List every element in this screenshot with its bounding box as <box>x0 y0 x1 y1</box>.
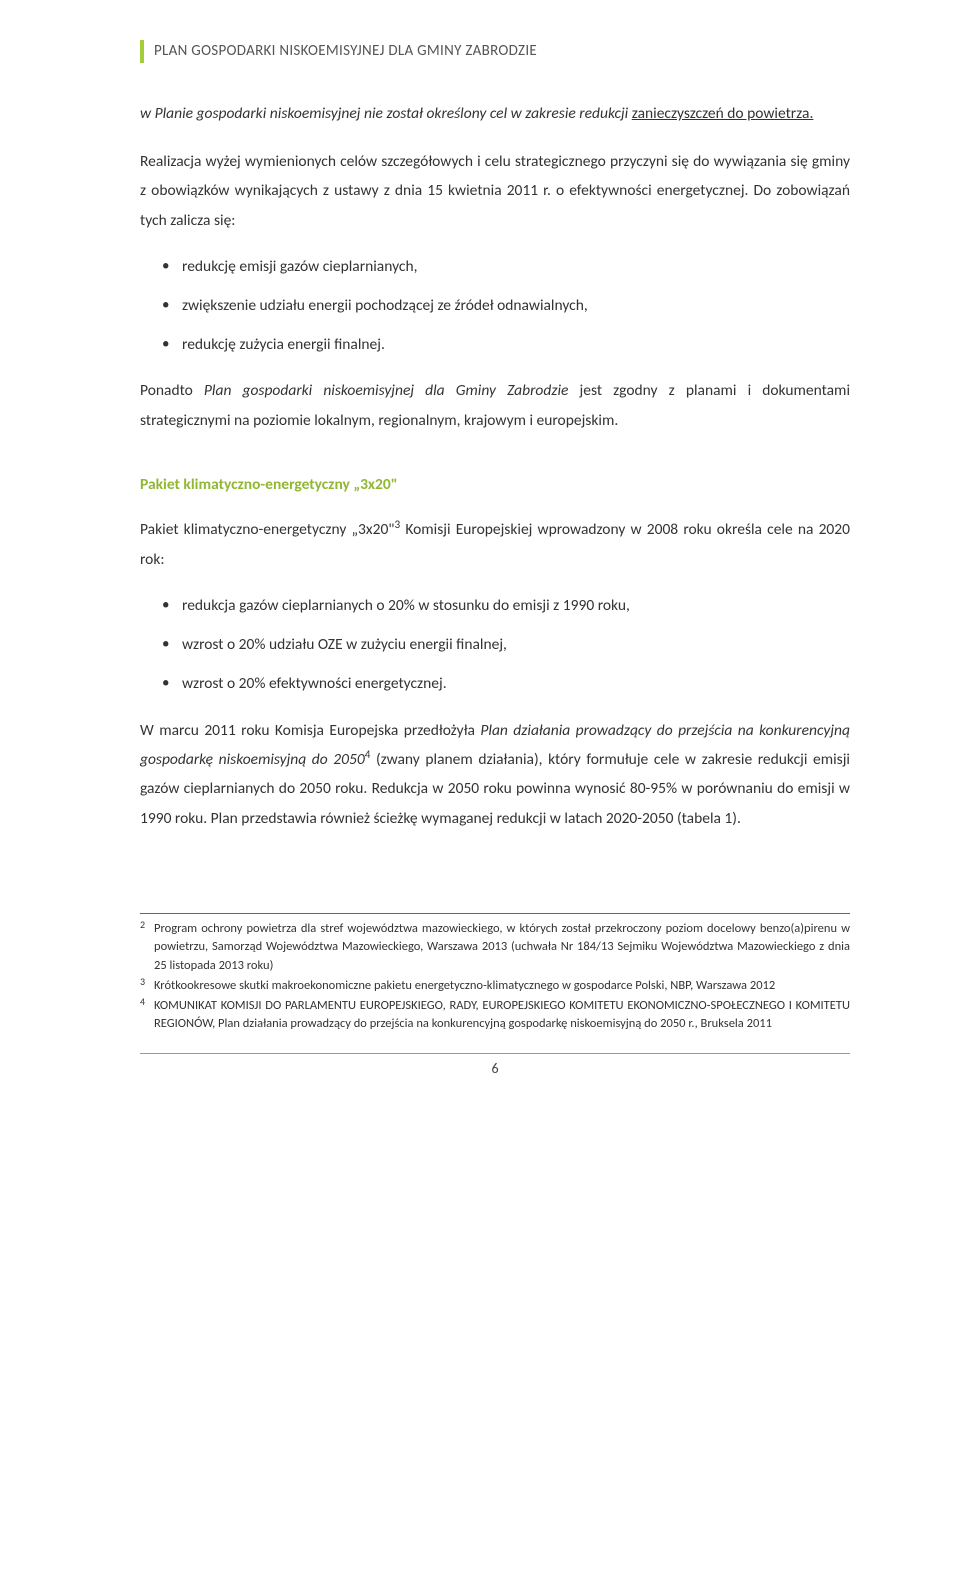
footnote-text: KOMUNIKAT KOMISJI DO PARLAMENTU EUROPEJS… <box>154 998 850 1031</box>
p3-italic: Plan gospodarki niskoemisyjnej dla Gminy… <box>204 381 569 400</box>
footnote-3: 3 Krótkookresowe skutki makroekonomiczne… <box>140 977 850 995</box>
p3-lead: Ponadto <box>140 381 204 400</box>
footnotes-block: 2 Program ochrony powietrza dla stref wo… <box>140 913 850 1033</box>
header-title: PLAN GOSPODARKI NISKOEMISYJNEJ DLA GMINY… <box>154 42 537 60</box>
list-item: redukcję zużycia energii finalnej. <box>140 331 850 358</box>
footnote-4: 4 KOMUNIKAT KOMISJI DO PARLAMENTU EUROPE… <box>140 997 850 1033</box>
p4-lead: Pakiet klimatyczno-energetyczny „3x20" <box>140 520 395 539</box>
paragraph-3: Ponadto Plan gospodarki niskoemisyjnej d… <box>140 376 850 435</box>
footnote-text: Krótkookresowe skutki makroekonomiczne p… <box>154 978 775 993</box>
document-header: PLAN GOSPODARKI NISKOEMISYJNEJ DLA GMINY… <box>140 40 850 63</box>
list-item: redukcja gazów cieplarnianych o 20% w st… <box>140 592 850 619</box>
footnote-num: 3 <box>140 975 145 990</box>
p5-lead: W marcu 2011 roku Komisja Europejska prz… <box>140 721 480 740</box>
paragraph-2: Realizacja wyżej wymienionych celów szcz… <box>140 147 850 235</box>
page-number: 6 <box>140 1053 850 1080</box>
footnote-2: 2 Program ochrony powietrza dla stref wo… <box>140 920 850 974</box>
bullet-list-1: redukcję emisji gazów cieplarnianych, zw… <box>140 253 850 358</box>
section-title: Pakiet klimatyczno-energetyczny „3x20" <box>140 473 850 497</box>
footnote-num: 2 <box>140 918 145 933</box>
bullet-list-2: redukcja gazów cieplarnianych o 20% w st… <box>140 592 850 697</box>
list-item: wzrost o 20% udziału OZE w zużyciu energ… <box>140 631 850 658</box>
list-item: zwiększenie udziału energii pochodzącej … <box>140 292 850 319</box>
paragraph-4: Pakiet klimatyczno-energetyczny „3x20"3 … <box>140 515 850 574</box>
list-item: redukcję emisji gazów cieplarnianych, <box>140 253 850 280</box>
p1-underline: zanieczyszczeń do powietrza. <box>632 104 814 123</box>
paragraph-5: W marcu 2011 roku Komisja Europejska prz… <box>140 716 850 834</box>
footnote-text: Program ochrony powietrza dla stref woje… <box>154 921 850 972</box>
footnote-num: 4 <box>140 995 145 1010</box>
paragraph-1: w Planie gospodarki niskoemisyjnej nie z… <box>140 99 850 128</box>
list-item: wzrost o 20% efektywności energetycznej. <box>140 670 850 697</box>
p1-italic: w Planie gospodarki niskoemisyjnej nie z… <box>140 104 632 123</box>
